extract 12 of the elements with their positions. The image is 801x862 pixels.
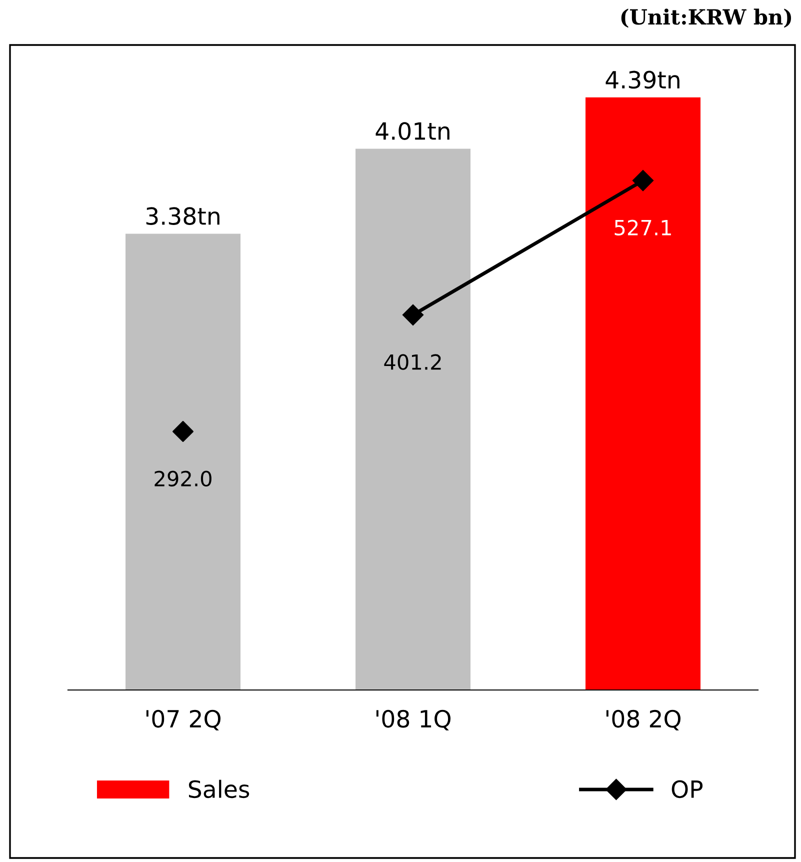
- data-label: 527.1: [614, 220, 671, 236]
- x-tick-label: '07 2Q: [146, 710, 220, 730]
- data-label: 3.38tn: [146, 207, 220, 226]
- x-tick-label: '08 2Q: [606, 710, 680, 730]
- data-label: 401.2: [384, 354, 441, 370]
- data-label: 292.0: [154, 470, 212, 487]
- data-label: 4.01tn: [376, 122, 450, 140]
- data-label: 4.39tn: [606, 70, 680, 89]
- legend-label: Sales: [188, 780, 250, 798]
- x-tick-label: '08 1Q: [376, 710, 450, 730]
- text: (Unit:KRW bn): [621, 8, 792, 28]
- legend-label: OP: [672, 780, 703, 798]
